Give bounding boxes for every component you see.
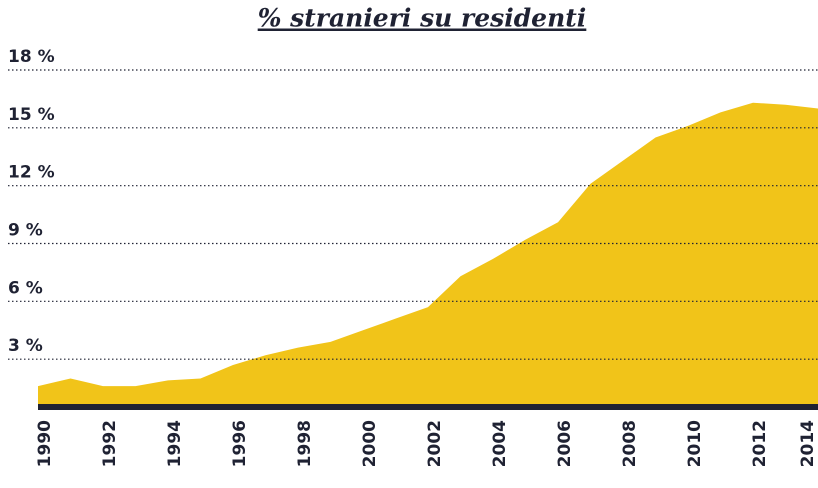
x-tick-label: 1996 [230, 420, 250, 467]
y-tick-label: 6 % [8, 278, 43, 298]
x-tick-label: 2006 [555, 420, 575, 467]
x-tick-label: 1992 [100, 420, 120, 467]
x-tick-label: 1998 [295, 420, 315, 467]
x-tick-label: 2004 [490, 420, 510, 467]
x-tick-label: 1994 [165, 420, 185, 467]
chart-title: % stranieri su residenti [258, 4, 587, 33]
x-tick-label: 2014 [798, 420, 818, 467]
x-tick-label: 2010 [685, 420, 705, 467]
x-tick-label: 2000 [360, 420, 380, 467]
x-tick-label: 2002 [425, 420, 445, 467]
x-tick-label: 2012 [750, 420, 770, 467]
y-tick-label: 12 % [8, 163, 55, 183]
x-tick-label: 2008 [620, 420, 640, 467]
x-axis [38, 404, 818, 410]
y-tick-label: 18 % [8, 47, 55, 67]
y-tick-label: 3 % [8, 336, 43, 356]
y-tick-label: 9 % [8, 221, 43, 241]
x-tick-label: 1990 [35, 420, 55, 467]
area [38, 102, 818, 405]
y-tick-label: 15 % [8, 105, 55, 125]
